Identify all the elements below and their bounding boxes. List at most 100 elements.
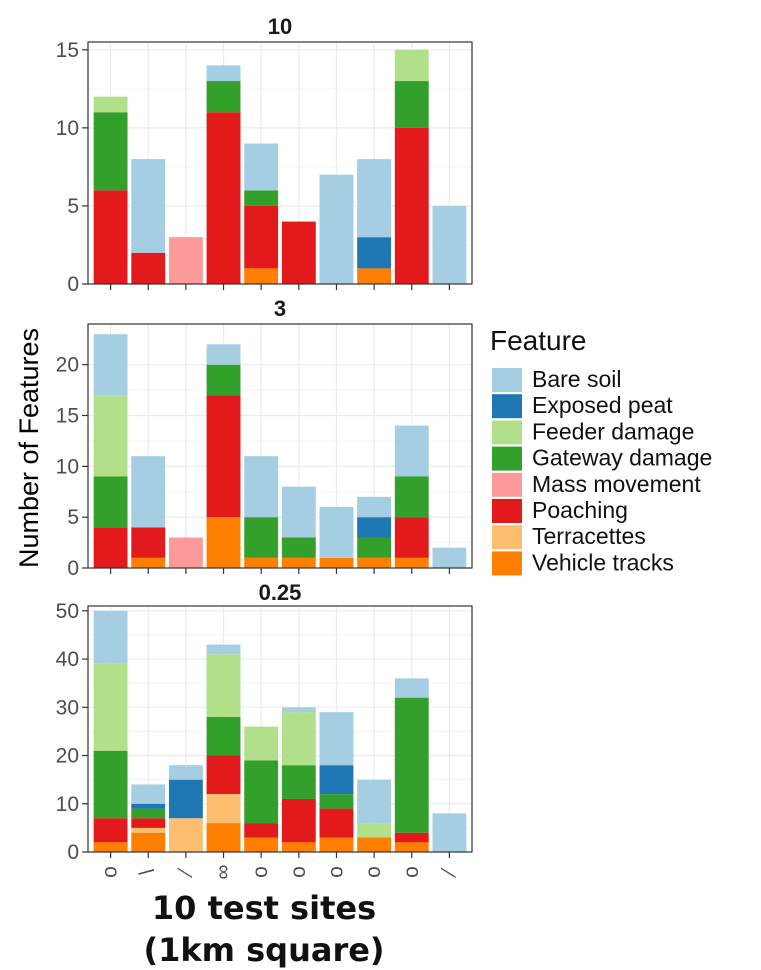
bar-segment-site-4-bare-soil (206, 344, 241, 365)
bar-segment-site-6-feeder-damage (281, 712, 316, 766)
bar-segment-site-1-feeder-damage (93, 663, 128, 751)
bar-segment-site-2-bare-soil (131, 456, 166, 528)
bar-segment-site-10-bare-soil (432, 813, 467, 852)
panel-border (87, 605, 473, 853)
bar-segment-site-6-poaching (281, 798, 316, 843)
legend-label: Gateway damage (532, 445, 712, 471)
x-tick-label: o (400, 866, 423, 878)
bar-segment-site-7-poaching (319, 808, 354, 838)
bar-segment-site-9-poaching (394, 517, 429, 558)
bar-segment-site-1-bare-soil (93, 334, 128, 396)
bar-segment-site-2-bare-soil (131, 784, 166, 804)
bar-segment-site-6-vehicle-tracks (281, 557, 316, 568)
bar-segment-site-7-bare-soil (319, 712, 354, 766)
x-axis: o \ ⁄ ∞ o o o o o ⁄ (99, 852, 460, 879)
panel-title: 0.25 (259, 580, 302, 605)
bar-segment-site-5-vehicle-tracks (244, 268, 279, 284)
legend-entry-mass-movement: Mass movement (492, 471, 701, 497)
bar-segment-site-6-poaching (281, 221, 316, 284)
bar-segment-site-4-gateway-damage (206, 364, 241, 396)
panel-border (87, 323, 473, 569)
bar-segment-site-2-gateway-damage (131, 808, 166, 819)
x-tick-label: ∞ (212, 864, 235, 879)
legend-label: Terracettes (532, 523, 646, 549)
bar-segment-site-9-bare-soil (394, 678, 429, 698)
y-tick-label: 0 (67, 273, 79, 296)
panel-border (87, 41, 473, 285)
bar-segment-site-8-vehicle-tracks (357, 837, 392, 852)
bar-segment-site-2-vehicle-tracks (131, 557, 166, 568)
bar-segment-site-3-terracettes (168, 818, 203, 852)
bar-segment-site-3-mass-movement (168, 537, 203, 568)
bar-segment-site-7-vehicle-tracks (319, 557, 354, 568)
bar-segment-site-3-exposed-peat (168, 779, 203, 819)
y-tick-label: 10 (56, 117, 79, 140)
bar-segment-site-8-vehicle-tracks (357, 268, 392, 284)
legend-swatch (492, 525, 522, 550)
x-axis (109, 568, 451, 574)
y-tick-label: 0 (67, 841, 79, 864)
bar-segment-site-4-gateway-damage (206, 716, 241, 756)
bar-segment-site-1-bare-soil (93, 610, 128, 664)
bar-segment-site-4-vehicle-tracks (206, 823, 241, 852)
bar-segment-site-1-feeder-damage (93, 96, 128, 113)
bar-segment-site-8-exposed-peat (357, 237, 392, 269)
bar-segment-site-1-gateway-damage (93, 112, 128, 191)
legend-title: Feature (490, 325, 587, 356)
legend-label: Mass movement (532, 471, 701, 497)
y-axis: 0 5 10 15 (56, 39, 88, 296)
bar-segment-site-5-poaching (244, 205, 279, 269)
legend-swatch (492, 368, 522, 392)
y-tick-label: 20 (56, 354, 79, 377)
bar-segment-site-4-bare-soil (206, 644, 241, 655)
bar-segment-site-1-gateway-damage (93, 476, 128, 528)
legend-label: Feeder damage (532, 418, 694, 444)
y-tick-label: 50 (56, 600, 79, 623)
y-tick-label: 0 (67, 557, 79, 580)
bar-segment-site-1-poaching (93, 527, 128, 568)
bar-segment-site-2-terracettes (131, 827, 166, 833)
bars (93, 610, 467, 852)
bar-segment-site-1-poaching (93, 818, 128, 843)
bar-segment-site-8-feeder-damage (357, 823, 392, 838)
panel-title: 3 (274, 296, 286, 321)
bar-segment-site-9-gateway-damage (394, 476, 429, 518)
x-axis-title: 10 test sites (152, 889, 376, 927)
bar-segment-site-8-exposed-peat (357, 517, 392, 538)
x-axis-title-line2: (1km square) (143, 931, 384, 969)
legend-swatch (492, 551, 522, 576)
legend-entry-bare-soil: Bare soil (492, 366, 621, 392)
y-tick-label: 15 (56, 39, 79, 62)
x-tick-label: ⁄ (437, 867, 460, 879)
bar-segment-site-7-gateway-damage (319, 794, 354, 809)
bar-segment-site-4-poaching (206, 112, 241, 285)
bar-segment-site-5-vehicle-tracks (244, 557, 279, 568)
bar-segment-site-4-vehicle-tracks (206, 517, 241, 568)
bar-segment-site-7-vehicle-tracks (319, 837, 354, 852)
panel-title: 10 (268, 14, 292, 39)
bar-segment-site-2-poaching (131, 252, 166, 284)
bar-segment-site-5-gateway-damage (244, 517, 279, 558)
bar-segment-site-4-bare-soil (206, 65, 241, 82)
bar-segment-site-4-feeder-damage (206, 654, 241, 717)
bar-segment-site-6-bare-soil (281, 707, 316, 713)
legend-entry-terracettes: Terracettes (492, 523, 646, 550)
bar-segment-site-6-gateway-damage (281, 765, 316, 799)
bar-segment-site-7-bare-soil (319, 174, 354, 284)
bar-segment-site-5-feeder-damage (244, 726, 279, 761)
bar-segment-site-9-vehicle-tracks (394, 557, 429, 568)
bar-segment-site-2-poaching (131, 818, 166, 828)
x-tick-label: o (249, 866, 272, 878)
bar-segment-site-8-bare-soil (357, 779, 392, 824)
y-tick-label: 30 (56, 696, 79, 719)
bar-segment-site-5-poaching (244, 823, 279, 838)
bar-segment-site-4-terracettes (206, 794, 241, 824)
bar-segment-site-2-vehicle-tracks (131, 832, 166, 852)
x-tick-label: ⁄ (174, 867, 197, 879)
bar-segment-site-10-bare-soil (432, 205, 467, 284)
legend-entry-vehicle-tracks: Vehicle tracks (492, 549, 674, 576)
bar-segment-site-6-vehicle-tracks (281, 842, 316, 852)
bar-segment-site-2-poaching (131, 527, 166, 558)
